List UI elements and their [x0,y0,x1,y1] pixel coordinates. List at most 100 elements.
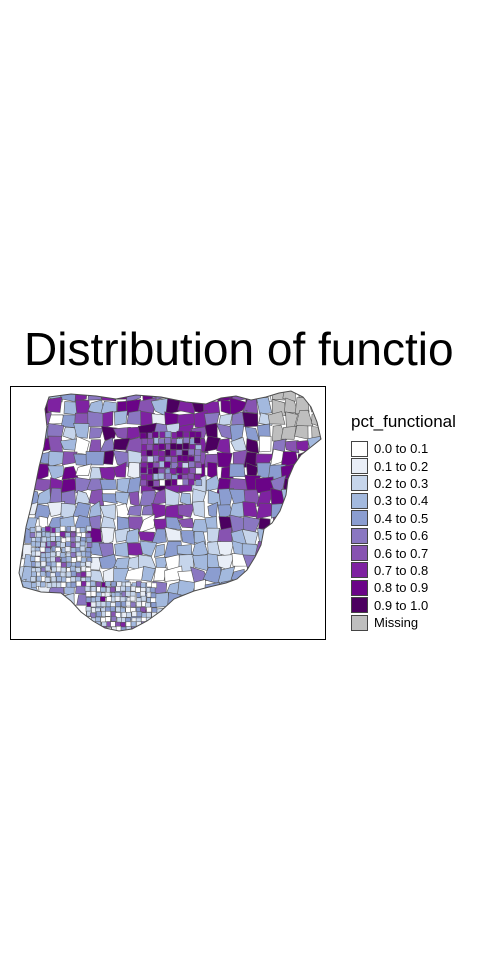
map-region [75,490,92,504]
legend-item: 0.9 to 1.0 [351,597,456,614]
map-region [55,571,61,578]
map-region [80,571,87,578]
map-region [311,618,321,631]
map-region [194,437,201,444]
map-region [257,632,272,638]
map-region [140,627,146,631]
map-region [140,582,147,588]
map-region [322,397,324,412]
map-region [307,435,321,455]
map-region [307,578,321,595]
map-region [101,425,118,441]
legend-item: 0.5 to 0.6 [351,527,456,544]
map-region [270,543,286,560]
legend-item: 0.7 to 0.8 [351,562,456,579]
map-region [86,622,92,628]
map-region [103,449,115,465]
map-region [44,576,51,583]
map-region [99,479,118,491]
map-region [188,448,195,456]
map-region [30,576,37,582]
map-region [50,551,56,558]
map-region [63,605,77,623]
map-region [48,618,67,631]
map-region [294,464,312,481]
map-region [257,553,274,569]
map-region [105,610,111,617]
map-region [205,630,222,631]
map-region [100,601,107,607]
map-region [242,634,261,638]
map-region [95,596,101,603]
map-region [59,531,66,538]
map-region [321,568,324,585]
map-region [35,550,41,557]
legend-title: pct_functional [351,412,456,431]
map-region [153,444,160,451]
map-region [175,443,183,451]
map-region [145,612,152,618]
map-region [40,581,46,588]
map-region [229,463,246,478]
map-region [151,582,157,589]
map-region [50,576,57,583]
map-region [194,431,202,438]
map-region [188,478,195,486]
map-region [141,565,156,582]
map-region [319,437,321,456]
legend-swatch [351,597,368,614]
map-region [65,536,72,543]
map-region [191,519,208,534]
map-region [282,622,295,631]
map-region [55,561,62,568]
map-region [90,622,97,628]
map-region [29,532,36,538]
map-region [151,528,167,545]
map-region [85,561,92,567]
map-region [86,537,93,543]
map-region [50,536,56,542]
map-region [142,634,153,638]
map-region [90,591,97,597]
map-region [19,529,25,546]
map-region [86,542,93,548]
map-title: Distribution of functio [24,323,454,375]
map-region [127,504,143,517]
map-region [179,634,196,638]
map-region [128,632,144,638]
map-region [61,620,77,631]
map-region [19,513,24,532]
map-region [166,618,183,631]
map-region [141,438,149,445]
legend-item: 0.2 to 0.3 [351,475,456,492]
map-region [85,591,92,597]
map-region [104,580,111,587]
map-region [323,515,324,529]
map-region [125,600,132,607]
map-region [146,622,152,629]
map-region [194,454,201,462]
map-region [72,622,91,631]
map-region [295,409,314,427]
map-region [219,621,233,631]
legend-swatch [351,579,368,596]
map-region [285,529,297,546]
map-region [70,547,77,553]
map-region [322,412,324,429]
map-region [56,576,62,582]
map-region [320,544,321,559]
map-region [322,636,324,638]
map-region [19,391,26,402]
map-region [113,437,131,451]
map-region [69,565,76,572]
map-region [268,583,288,598]
map-region [242,411,259,428]
map-region [74,634,90,638]
map-region [319,449,321,468]
map-region [272,632,286,638]
map-region [113,635,128,638]
map-region [106,596,112,602]
map-region [128,491,140,508]
map-region [115,606,121,613]
map-region [306,513,321,532]
